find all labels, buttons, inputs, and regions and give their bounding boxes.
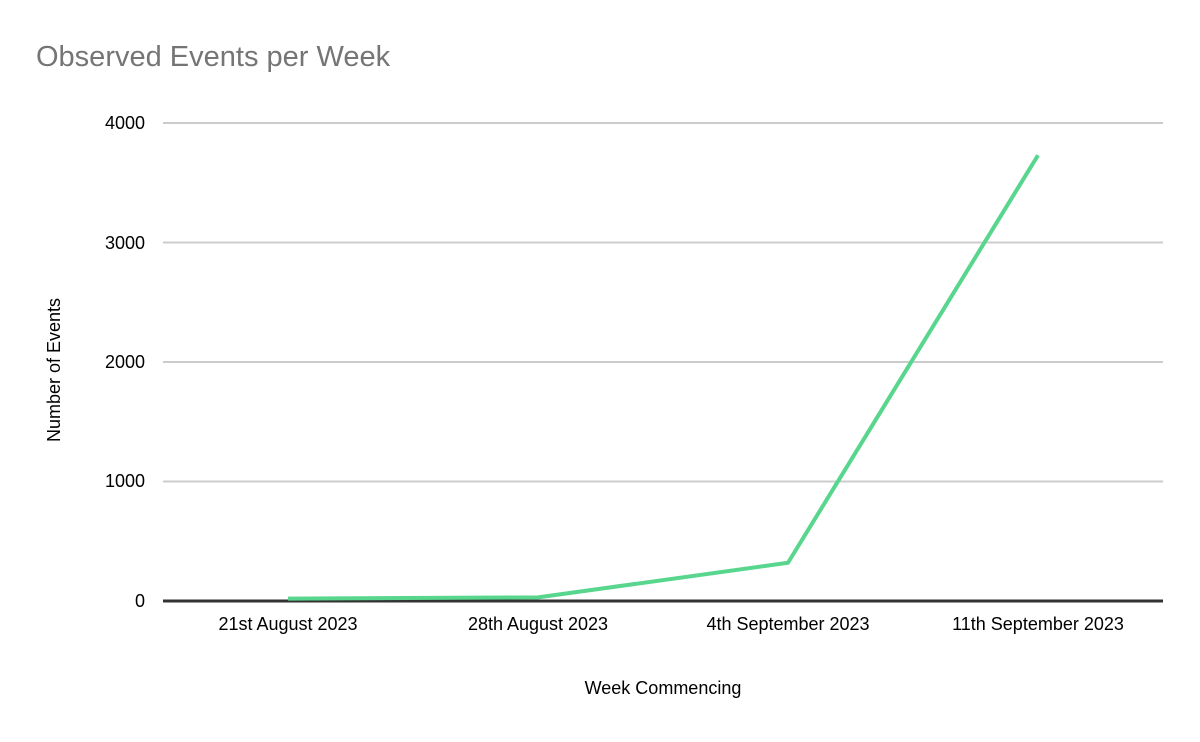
y-tick-label: 1000 — [104, 471, 145, 491]
x-category-label: 21st August 2023 — [218, 614, 358, 634]
y-tick-label: 3000 — [104, 233, 145, 253]
y-axis-title: Number of Events — [44, 297, 64, 443]
y-tick-label: 0 — [134, 591, 145, 611]
x-axis-title: Week Commencing — [584, 678, 742, 698]
y-tick-label: 4000 — [104, 113, 145, 133]
x-category-label: 11th September 2023 — [952, 614, 1124, 634]
chart-title: Observed Events per Week — [36, 41, 391, 73]
x-category-label: 4th September 2023 — [706, 614, 870, 634]
x-category-label: 28th August 2023 — [467, 614, 609, 634]
y-tick-label: 2000 — [104, 352, 145, 372]
